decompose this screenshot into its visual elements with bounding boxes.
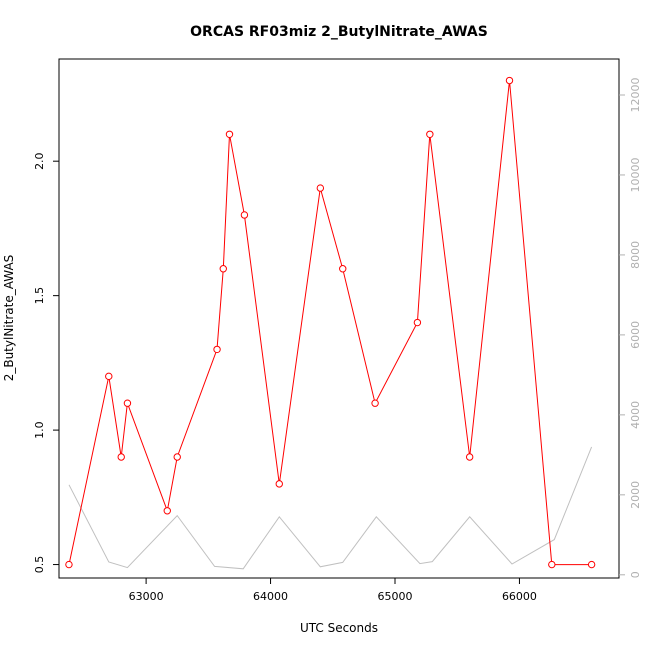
data-point	[275, 480, 283, 488]
y2-tick-label: 0	[629, 571, 642, 578]
y2-tick-label: 2000	[629, 481, 642, 509]
data-point	[240, 211, 249, 219]
y-axis-label: 2_ButylNitrate_AWAS	[2, 255, 16, 382]
primary-series-line	[68, 80, 592, 566]
x-axis-label: UTC Seconds	[300, 621, 378, 635]
data-point	[587, 560, 596, 569]
y2-tick-label: 10000	[629, 157, 642, 192]
data-point	[117, 453, 125, 461]
data-point	[65, 560, 73, 569]
y2-tick-label: 6000	[629, 321, 642, 349]
y-axis-left: 0.5 1.0 1.5 2.0	[33, 152, 59, 573]
plot-area	[58, 58, 620, 579]
x-tick-label: 65000	[378, 590, 413, 603]
y2-tick-label: 12000	[629, 77, 642, 112]
y2-tick-label: 8000	[629, 241, 642, 269]
data-point	[105, 372, 113, 381]
data-point	[225, 130, 234, 138]
x-tick-label: 63000	[129, 590, 164, 603]
x-tick-label: 64000	[253, 590, 288, 603]
y-tick-label: 0.5	[33, 556, 46, 574]
data-point	[465, 453, 474, 461]
data-point	[505, 76, 514, 85]
y2-tick-label: 4000	[629, 401, 642, 429]
data-point	[548, 560, 556, 569]
y-tick-label: 1.5	[33, 287, 46, 305]
x-tick-label: 66000	[502, 590, 537, 603]
data-point	[339, 265, 347, 273]
y-tick-label: 2.0	[33, 152, 46, 170]
data-point	[413, 318, 422, 327]
series-layer	[65, 76, 596, 570]
chart-title: ORCAS RF03miz 2_ButylNitrate_AWAS	[190, 24, 488, 40]
data-point	[163, 507, 171, 515]
data-point	[213, 345, 221, 354]
data-point	[173, 453, 181, 461]
secondary-series-line	[68, 446, 593, 570]
data-point	[316, 184, 325, 192]
data-point	[219, 265, 227, 273]
data-point	[371, 399, 379, 407]
y-tick-label: 1.0	[33, 421, 46, 439]
x-axis: 63000 64000 65000 66000	[129, 578, 537, 603]
y-axis-right: 0 2000 4000 6000 8000 10000 12000	[619, 77, 642, 578]
data-point	[426, 130, 434, 138]
data-point	[123, 399, 132, 407]
